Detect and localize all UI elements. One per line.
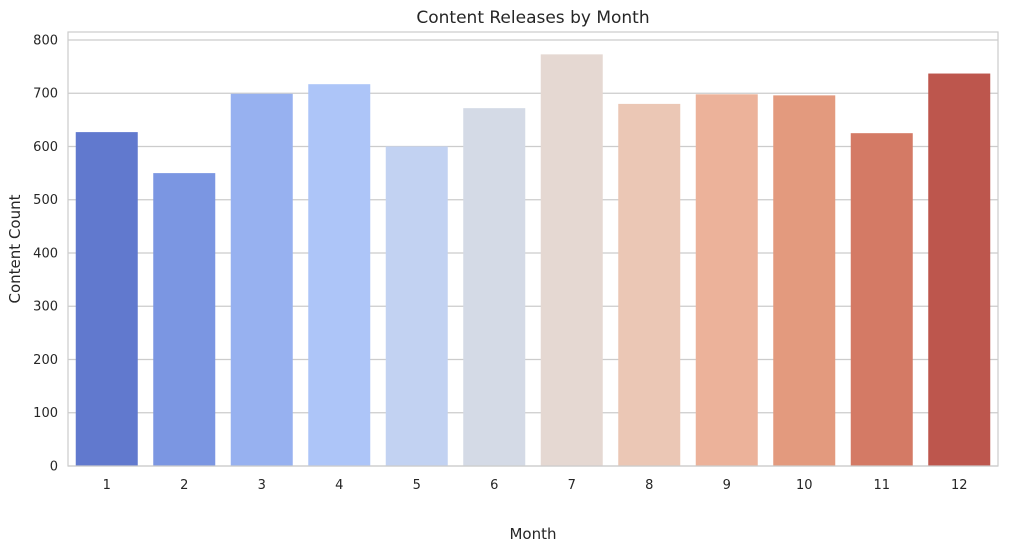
x-tick-label: 8 <box>645 478 653 493</box>
y-tick-label: 700 <box>33 87 58 102</box>
x-tick-label: 5 <box>413 478 421 493</box>
y-tick-label: 800 <box>33 33 58 48</box>
x-tick-label: 4 <box>335 478 343 493</box>
x-tick-label: 10 <box>796 478 813 493</box>
x-tick-label: 9 <box>723 478 731 493</box>
x-tick-label: 2 <box>180 478 188 493</box>
bar-month-4 <box>308 84 371 467</box>
bar-month-7 <box>540 54 603 467</box>
bar-month-8 <box>618 103 681 466</box>
y-axis-title: Content Count <box>6 194 24 303</box>
x-tick-label: 7 <box>568 478 576 493</box>
y-tick-label: 400 <box>33 246 58 261</box>
bar-month-5 <box>385 146 448 467</box>
grid-layer <box>68 39 998 467</box>
y-tick-label: 500 <box>33 193 58 208</box>
x-axis-title: Month <box>509 525 556 543</box>
bar-month-9 <box>695 94 758 466</box>
bar-layer <box>75 54 991 467</box>
y-tick-label: 100 <box>33 406 58 421</box>
bar-month-11 <box>850 133 913 466</box>
y-tick-label: 0 <box>50 460 58 475</box>
bar-month-12 <box>928 73 991 466</box>
x-tick-labels: 1 2 3 4 5 6 7 8 9 10 11 12 <box>103 478 968 493</box>
y-tick-label: 300 <box>33 300 58 315</box>
bar-month-1 <box>75 132 138 466</box>
chart-title: Content Releases by Month <box>416 8 649 28</box>
x-tick-label: 3 <box>258 478 266 493</box>
x-tick-label: 1 <box>103 478 111 493</box>
y-tick-labels: 0 100 200 300 400 500 600 700 800 <box>33 33 58 474</box>
y-tick-label: 600 <box>33 140 58 155</box>
x-tick-label: 6 <box>490 478 498 493</box>
plot-frame <box>67 31 999 467</box>
x-tick-label: 11 <box>873 478 890 493</box>
bar-month-10 <box>773 95 836 466</box>
bar-month-2 <box>153 173 216 466</box>
x-tick-label: 12 <box>951 478 968 493</box>
bar-month-6 <box>463 108 526 467</box>
bar-month-3 <box>230 93 293 466</box>
y-tick-label: 200 <box>33 353 58 368</box>
